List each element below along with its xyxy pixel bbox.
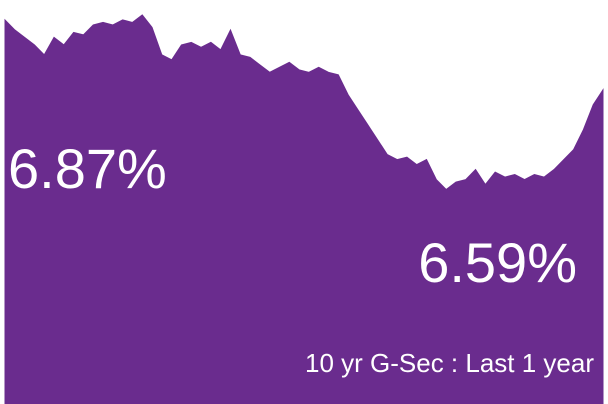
area <box>4 14 604 404</box>
end-annotation: 6.59% <box>418 231 577 294</box>
caption: 10 yr G-Sec : Last 1 year <box>305 348 594 378</box>
plot-area <box>4 14 604 404</box>
start-annotation: 6.87% <box>8 137 167 200</box>
